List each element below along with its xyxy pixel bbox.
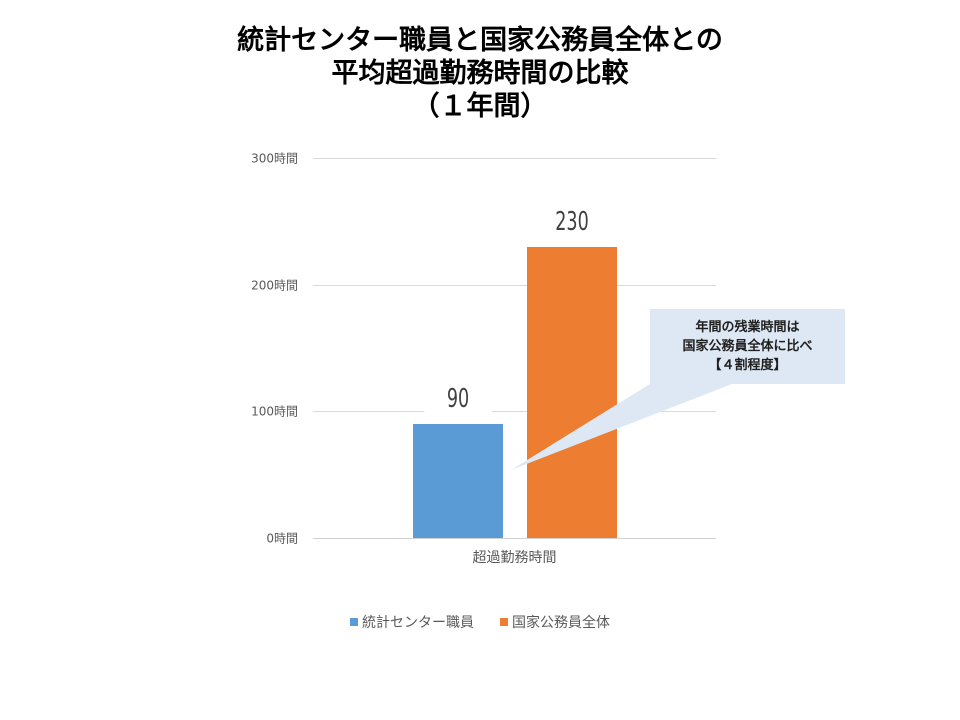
legend-swatch-blue-icon	[350, 618, 358, 626]
y-tick-200: 200時間	[251, 278, 298, 293]
gridline-200	[313, 285, 716, 286]
callout-line-3: 【４割程度】	[708, 358, 787, 373]
data-label-center-staff: 90	[424, 384, 492, 414]
chart-title-line-1: 統計センター職員と国家公務員全体との	[237, 25, 723, 56]
x-axis-line	[313, 538, 716, 539]
bar-center-staff	[413, 424, 503, 538]
chart-title-line-3: （１年間）	[412, 91, 548, 122]
legend-item-all-civil-servants: 国家公務員全体	[500, 612, 610, 632]
callout-annotation: 年間の残業時間は 国家公務員全体に比べ 【４割程度】	[650, 309, 845, 384]
y-tick-300: 300時間	[251, 151, 298, 166]
gridline-100	[313, 411, 716, 412]
legend: 統計センター職員 国家公務員全体	[0, 612, 960, 632]
gridline-300	[313, 158, 716, 159]
chart-title-line-2: 平均超過勤務時間の比較	[331, 58, 629, 89]
bar-all-civil-servants	[527, 247, 617, 538]
chart-title: 統計センター職員と国家公務員全体との 平均超過勤務時間の比較 （１年間）	[0, 24, 960, 123]
legend-label-all-civil-servants: 国家公務員全体	[512, 615, 610, 631]
data-label-all-civil-servants: 230	[538, 207, 606, 237]
legend-swatch-orange-icon	[500, 618, 508, 626]
callout-line-2: 国家公務員全体に比べ	[682, 339, 813, 354]
legend-label-center-staff: 統計センター職員	[362, 615, 474, 631]
callout-line-1: 年間の残業時間は	[695, 320, 800, 335]
y-tick-0: 0時間	[266, 531, 298, 546]
y-tick-100: 100時間	[251, 404, 298, 419]
x-category-label: 超過勤務時間	[472, 550, 557, 566]
legend-item-center-staff: 統計センター職員	[350, 612, 474, 632]
